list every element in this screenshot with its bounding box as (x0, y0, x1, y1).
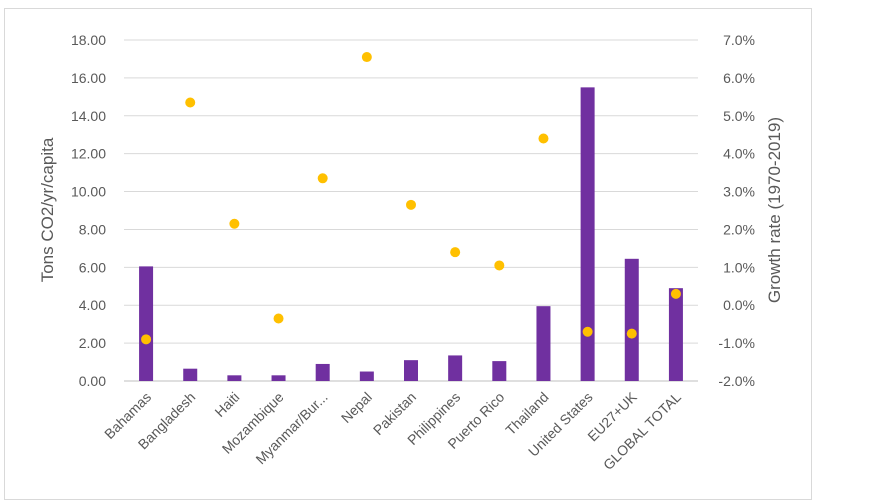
bar (227, 375, 242, 381)
right-axis-tick-label: 3.0% (723, 184, 755, 200)
right-axis-tick-label: 7.0% (723, 32, 755, 48)
bar (624, 258, 639, 381)
right-axis-tick-label: 1.0% (723, 259, 755, 275)
scatter-point (273, 313, 284, 324)
right-axis-tick-label: 5.0% (723, 108, 755, 124)
bar (580, 87, 595, 381)
left-axis-tick-label: 16.00 (71, 70, 106, 86)
bar-series (139, 87, 683, 381)
left-axis-title: Tons CO2/yr/capita (38, 137, 57, 282)
scatter-point (406, 199, 416, 210)
chart-frame (4, 8, 812, 500)
scatter-point (538, 133, 549, 144)
bar (668, 288, 683, 381)
scatter-point (670, 288, 681, 299)
left-axis-tick-label: 8.00 (79, 221, 106, 237)
scatter-series (141, 52, 681, 345)
right-axis-tick-label: 2.0% (723, 221, 755, 237)
gridlines (124, 39, 698, 382)
bar (139, 266, 154, 381)
left-axis-tick-label: 4.00 (79, 297, 106, 313)
left-axis-tick-label: 0.00 (79, 373, 106, 389)
left-axis-tick-label: 18.00 (71, 32, 106, 48)
scatter-point (185, 97, 196, 108)
right-axis-tick-label: 6.0% (723, 70, 755, 86)
scatter-point (361, 52, 372, 63)
scatter-point (141, 334, 152, 345)
scatter-point (626, 328, 637, 339)
left-axis-tick-label: 14.00 (71, 108, 106, 124)
bar (448, 355, 463, 381)
x-axis-tick-label: Haiti (211, 389, 242, 420)
right-axis-tick-label: 4.0% (723, 146, 755, 162)
right-axis-ticks: -2.0% -1.0% 0.0% 1.0% 2.0% 3.0% 4.0% 5.0% 6.0% 7.… (718, 32, 755, 389)
bar (404, 360, 418, 381)
left-axis-tick-label: 10.00 (71, 184, 106, 200)
right-axis-tick-label: -1.0% (718, 335, 755, 351)
x-axis-tick-label: Nepal (338, 389, 375, 426)
left-axis-tick-label: 12.00 (71, 146, 106, 162)
bar (315, 363, 330, 381)
scatter-point (317, 173, 328, 184)
bar (536, 306, 551, 381)
scatter-point (229, 218, 240, 229)
left-axis-ticks: 0.00 2.00 4.00 6.00 8.00 10.00 12.00 14.00 16.00… (71, 32, 106, 389)
left-axis-tick-label: 6.00 (79, 259, 106, 275)
right-axis-tick-label: 0.0% (723, 297, 755, 313)
scatter-point (582, 326, 593, 337)
bar (359, 371, 374, 381)
left-axis-tick-label: 2.00 (79, 335, 106, 351)
scatter-point (450, 247, 461, 258)
right-axis-tick-label: -2.0% (718, 373, 755, 389)
bar (492, 361, 507, 381)
right-axis-title: Growth rate (1970-2019) (765, 117, 784, 303)
scatter-point (494, 260, 505, 271)
x-axis-tick-label: GLOBAL TOTAL (600, 389, 684, 473)
bar (183, 368, 198, 381)
bar (271, 375, 286, 381)
